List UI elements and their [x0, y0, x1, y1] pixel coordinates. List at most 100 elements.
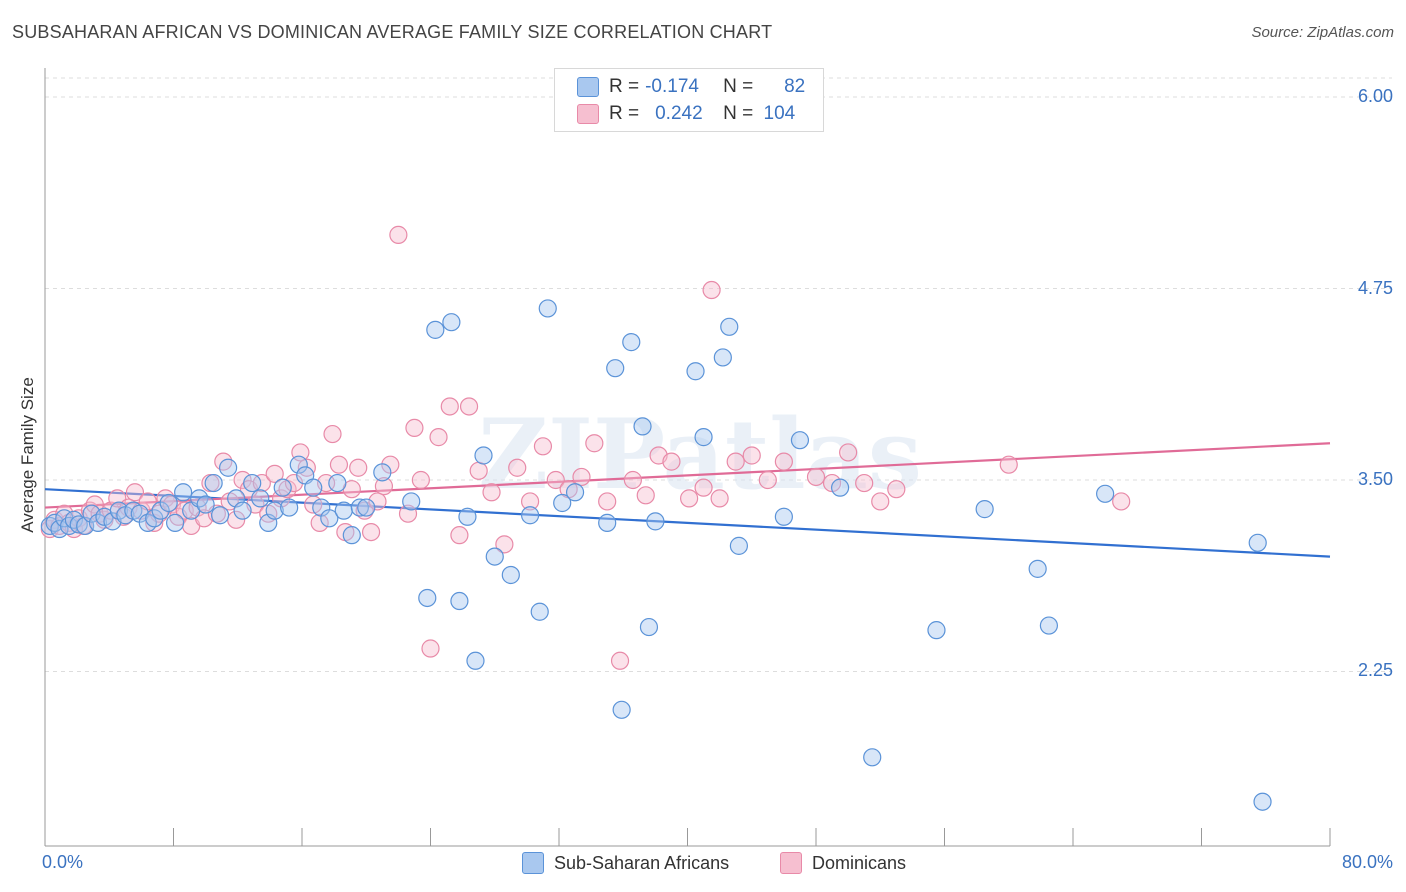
- legend-r-label: R =: [609, 103, 640, 124]
- point-dominican: [533, 437, 553, 456]
- point-dominican: [680, 489, 699, 508]
- point-dominican: [361, 522, 381, 542]
- y-tick-label: 4.75: [1357, 278, 1393, 298]
- point-dominican: [450, 526, 469, 545]
- point-subsaharan: [273, 478, 292, 497]
- legend-r-value: -0.174: [645, 76, 699, 97]
- point-subsaharan: [69, 515, 88, 534]
- point-dominican: [405, 418, 424, 438]
- point-subsaharan: [1248, 533, 1267, 552]
- point-subsaharan: [265, 501, 284, 520]
- point-dominican: [742, 446, 761, 465]
- point-subsaharan: [720, 317, 739, 336]
- point-dominican: [459, 397, 479, 416]
- point-subsaharan: [328, 473, 347, 493]
- point-dominican: [252, 473, 271, 493]
- point-dominican: [623, 470, 642, 490]
- point-subsaharan: [830, 478, 850, 497]
- legend-series-label: Sub-Saharan Africans: [554, 852, 730, 873]
- point-subsaharan: [304, 478, 323, 497]
- stats-legend: R = -0.174 N = 82 R = 0.242 N = 104: [554, 68, 824, 132]
- point-dominican: [495, 535, 514, 554]
- point-subsaharan: [485, 547, 504, 566]
- point-subsaharan: [729, 536, 749, 555]
- point-dominican: [421, 639, 440, 658]
- point-dominican: [368, 492, 387, 511]
- point-subsaharan: [538, 299, 557, 318]
- point-dominican: [726, 452, 745, 471]
- point-subsaharan: [196, 495, 215, 514]
- legend-item-dominican[interactable]: Dominicans: [780, 852, 906, 874]
- point-dominican: [482, 483, 501, 502]
- point-subsaharan: [166, 513, 185, 532]
- point-dominican: [806, 467, 826, 487]
- point-dominican: [310, 513, 329, 532]
- x-tick-label-max: 80.0%: [1341, 852, 1393, 872]
- legend-series-label: Dominicans: [812, 852, 907, 873]
- gridlines: [45, 77, 1392, 672]
- point-subsaharan: [320, 509, 339, 528]
- point-subsaharan: [334, 501, 353, 520]
- point-dominican: [349, 458, 368, 477]
- point-subsaharan: [1028, 559, 1047, 578]
- legend-row-subsaharan: R = -0.174 N = 82: [577, 75, 805, 99]
- point-dominican: [572, 467, 591, 487]
- blue-swatch-icon: [522, 852, 544, 874]
- point-dominican: [374, 477, 394, 496]
- data-points: [40, 225, 1272, 811]
- point-subsaharan: [975, 500, 994, 519]
- point-subsaharan: [289, 455, 308, 474]
- axes: [44, 68, 1331, 847]
- pink-swatch-icon: [780, 852, 802, 874]
- point-dominican: [520, 492, 540, 511]
- point-dominican: [610, 651, 630, 670]
- point-dominican: [839, 443, 858, 462]
- point-dominican: [636, 486, 655, 505]
- point-dominican: [323, 424, 342, 444]
- point-subsaharan: [713, 348, 732, 367]
- point-subsaharan: [174, 483, 193, 502]
- point-subsaharan: [1253, 792, 1272, 811]
- point-dominican: [702, 280, 721, 300]
- point-subsaharan: [418, 588, 437, 608]
- trend-line-subsaharan: [44, 488, 1331, 558]
- point-subsaharan: [1039, 616, 1059, 635]
- point-dominican: [1112, 492, 1131, 511]
- legend-item-subsaharan[interactable]: Sub-Saharan Africans: [522, 852, 729, 874]
- legend-row-dominican: R = 0.242 N = 104: [577, 102, 795, 126]
- point-dominican: [440, 397, 459, 416]
- point-subsaharan: [501, 565, 520, 585]
- point-dominican: [389, 225, 408, 244]
- legend-n-label: N =: [723, 103, 754, 124]
- point-subsaharan: [694, 428, 713, 447]
- point-subsaharan: [251, 489, 270, 508]
- point-dominican: [125, 483, 145, 502]
- legend-r-value: 0.242: [655, 103, 703, 124]
- point-dominican: [855, 473, 874, 493]
- point-subsaharan: [622, 333, 641, 352]
- point-dominican: [774, 452, 793, 471]
- point-subsaharan: [927, 621, 946, 640]
- point-subsaharan: [109, 501, 128, 520]
- point-subsaharan: [790, 431, 810, 450]
- point-dominican: [694, 478, 713, 497]
- point-dominican: [546, 470, 565, 490]
- point-subsaharan: [350, 498, 369, 517]
- point-subsaharan: [633, 417, 652, 436]
- point-dominican: [429, 428, 448, 447]
- series-legend: Sub-Saharan Africans Dominicans: [0, 852, 1406, 878]
- point-subsaharan: [450, 591, 469, 611]
- point-dominican: [469, 461, 488, 480]
- point-subsaharan: [474, 446, 493, 465]
- point-subsaharan: [1096, 484, 1115, 503]
- point-dominican: [508, 458, 527, 477]
- point-subsaharan: [553, 493, 572, 513]
- legend-n-value: 82: [784, 76, 806, 97]
- point-subsaharan: [210, 506, 230, 525]
- y-axis-label: Average Family Size: [18, 377, 37, 533]
- y-tick-label: 2.25: [1357, 660, 1393, 680]
- point-subsaharan: [458, 507, 477, 526]
- point-subsaharan: [612, 700, 631, 719]
- point-dominican: [999, 455, 1018, 474]
- point-subsaharan: [774, 507, 793, 526]
